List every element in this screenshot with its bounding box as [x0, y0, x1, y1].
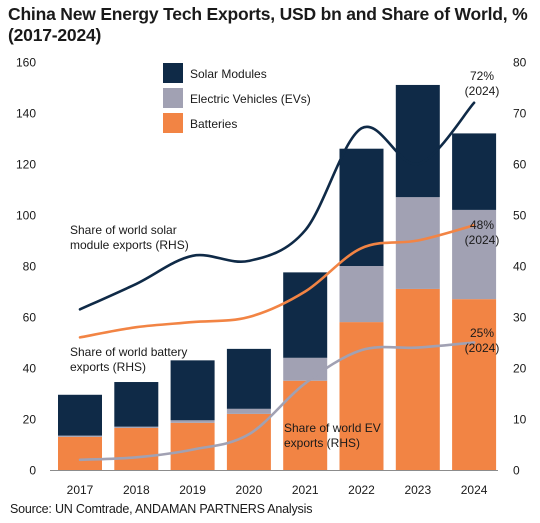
legend-label: Batteries: [190, 117, 237, 131]
bar-segment: [283, 272, 328, 358]
x-axis-tick-label: 2022: [348, 483, 375, 497]
end-value-label: 25%: [470, 326, 494, 340]
bar-segment: [58, 436, 102, 470]
end-value-label: 72%: [470, 69, 494, 83]
right-axis-tick-label: 60: [513, 158, 527, 172]
right-axis-tick-label: 20: [513, 362, 527, 376]
bar-segment: [452, 299, 497, 470]
bar-segment: [339, 148, 384, 266]
bar-segment: [170, 420, 215, 423]
legend-label: Electric Vehicles (EVs): [190, 92, 311, 106]
line-annotation: module exports (RHS): [70, 238, 189, 252]
end-value-label: (2024): [465, 233, 500, 247]
legend-swatch: [163, 63, 183, 83]
chart-plot: 0 20 40 60 80 100 120 140 160 0 10 20 30 40 50 60 70 80 20…: [16, 56, 527, 498]
bar-segment: [58, 394, 102, 436]
x-axis-tick-label: 2019: [179, 483, 206, 497]
right-axis-tick-label: 40: [513, 260, 527, 274]
x-axis-tick-label: 2023: [404, 483, 431, 497]
x-axis-tick-label: 2017: [67, 483, 94, 497]
x-axis-tick-label: 2018: [123, 483, 150, 497]
chart-source: Source: UN Comtrade, ANDAMAN PARTNERS An…: [10, 502, 313, 516]
line-annotation: exports (RHS): [70, 360, 146, 374]
x-axis-tick-label: 2020: [236, 483, 263, 497]
bar-segment: [339, 266, 384, 323]
left-axis-tick-label: 60: [23, 311, 37, 325]
legend-label: Solar Modules: [190, 67, 267, 81]
end-value-label: 48%: [470, 218, 494, 232]
bar-segment: [452, 133, 497, 210]
series-line: [78, 101, 476, 311]
series-line: [78, 223, 476, 339]
right-axis-tick-label: 50: [513, 209, 527, 223]
series-line: [78, 341, 476, 462]
left-axis-tick-label: 120: [16, 158, 36, 172]
line-annotation: exports (RHS): [284, 436, 360, 450]
bar-segment: [170, 360, 215, 421]
bar-segment: [226, 348, 271, 409]
bar-segment: [114, 427, 159, 470]
bar-segment: [395, 288, 440, 470]
legend-swatch: [163, 88, 183, 108]
chart-title: China New Energy Tech Exports, USD bn an…: [8, 4, 528, 45]
bar-segment: [395, 84, 440, 198]
left-axis-tick-label: 80: [23, 260, 37, 274]
right-axis-tick-label: 0: [513, 464, 520, 478]
right-axis-tick-label: 10: [513, 413, 527, 427]
right-axis-tick-label: 30: [513, 311, 527, 325]
left-axis-tick-label: 100: [16, 209, 36, 223]
legend-swatch: [163, 113, 183, 133]
line-annotation: Share of world EV: [284, 421, 381, 435]
right-axis-tick-label: 80: [513, 56, 527, 70]
bar-segment: [114, 382, 159, 427]
left-axis-tick-label: 140: [16, 107, 36, 121]
x-axis-tick-label: 2021: [292, 483, 319, 497]
line-annotation: Share of world solar: [70, 223, 177, 237]
line-annotation: Share of world battery: [70, 345, 187, 359]
right-axis-tick-label: 70: [513, 107, 527, 121]
bar-segment: [226, 408, 271, 414]
bar-segment: [114, 426, 159, 428]
left-axis-tick-label: 160: [16, 56, 36, 70]
left-axis-tick-label: 40: [23, 362, 37, 376]
end-value-label: (2024): [465, 84, 500, 98]
bar-segment: [283, 357, 328, 381]
bar-segment: [58, 435, 102, 437]
end-value-label: (2024): [465, 341, 500, 355]
left-axis-tick-label: 0: [29, 464, 36, 478]
left-axis-tick-label: 20: [23, 413, 37, 427]
x-axis-tick-label: 2024: [461, 483, 488, 497]
